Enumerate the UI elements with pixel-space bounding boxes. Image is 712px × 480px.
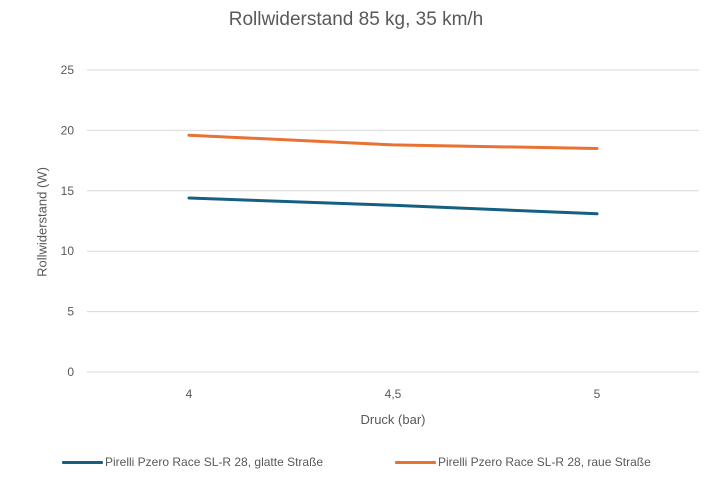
y-tick-label: 5 [67, 305, 74, 319]
legend-line-icon [62, 460, 103, 464]
y-tick-label: 15 [61, 184, 75, 198]
y-tick-label: 20 [61, 123, 75, 137]
y-tick-label: 25 [61, 63, 75, 77]
x-tick-label: 4,5 [385, 387, 402, 401]
y-tick-label: 10 [61, 244, 75, 258]
legend-label: Pirelli Pzero Race SL-R 28, raue Straße [438, 455, 651, 469]
x-tick-label: 5 [594, 387, 601, 401]
series-line [187, 196, 599, 216]
chart-title: Rollwiderstand 85 kg, 35 km/h [228, 9, 484, 30]
legend: Pirelli Pzero Race SL-R 28, glatte Straß… [0, 455, 712, 473]
y-axis-label: Rollwiderstand (W) [34, 167, 50, 277]
y-tick-label: 0 [67, 365, 74, 379]
legend-item-smooth-road: Pirelli Pzero Race SL-R 28, glatte Straß… [62, 455, 323, 469]
x-tick-label: 4 [186, 387, 193, 401]
legend-label: Pirelli Pzero Race SL-R 28, glatte Straß… [105, 455, 324, 469]
series-line [187, 133, 599, 150]
legend-item-rough-road: Pirelli Pzero Race SL-R 28, raue Straße [395, 455, 651, 469]
legend-line-icon [395, 460, 436, 464]
x-axis-label: Druck (bar) [360, 412, 426, 427]
